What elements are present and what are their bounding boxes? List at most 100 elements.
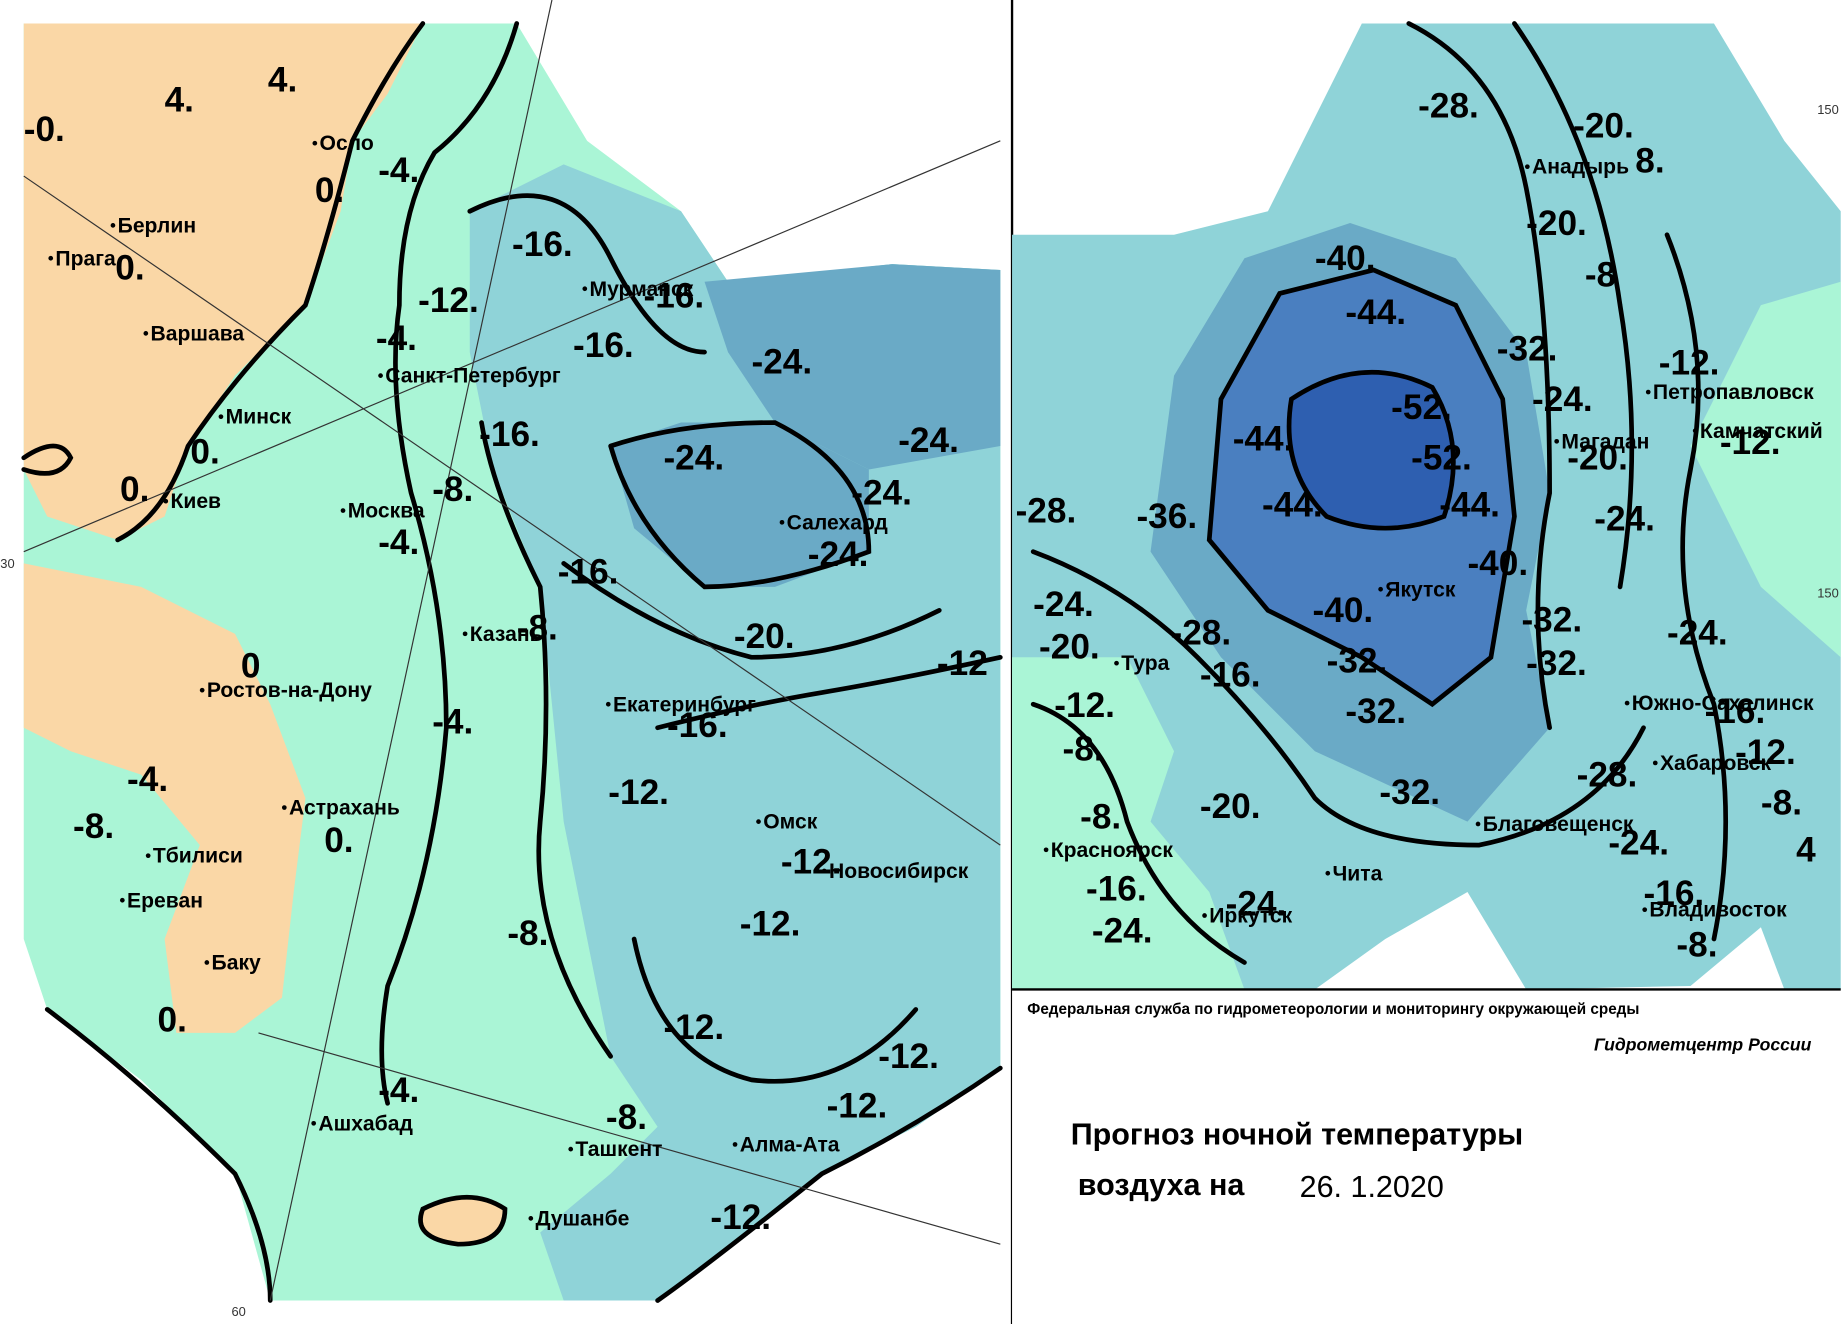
city-label: Минск (226, 406, 292, 429)
isotherm-label: -16. (1644, 874, 1705, 913)
isotherm-label: 0. (190, 433, 219, 472)
city-dot (1378, 586, 1383, 592)
isotherm-label: -8. (606, 1098, 647, 1137)
isotherm-label: 8. (1635, 142, 1664, 181)
city-dot (1475, 821, 1481, 827)
city-label: Камчатский (1700, 420, 1823, 443)
isotherm-label: -20. (734, 617, 795, 656)
city-label: Ташкент (575, 1138, 662, 1161)
isotherm-label: -52. (1391, 388, 1452, 427)
isotherm-label: -4. (378, 1071, 419, 1110)
city-dot (378, 373, 383, 378)
city-label: Омск (763, 811, 817, 834)
isotherm-label: -12 (937, 644, 988, 683)
isotherm-label: 4. (268, 61, 297, 100)
city-dot (582, 286, 588, 292)
isotherm-label: -12. (1720, 423, 1781, 462)
city-label: Благовещенск (1483, 813, 1634, 836)
isotherm-label: -12. (1054, 686, 1115, 725)
isotherm-label: -4. (432, 703, 473, 742)
city-dot (199, 687, 205, 693)
isotherm-label: -12. (827, 1086, 888, 1125)
city-dot (218, 414, 224, 420)
isotherm-label: -44. (1345, 293, 1406, 332)
city-label: Хабаровск (1660, 752, 1772, 775)
city-label: Красноярск (1051, 839, 1174, 862)
isotherm-label: -12. (418, 281, 479, 320)
isotherm-label: -24. (1667, 613, 1728, 652)
city-dot (48, 255, 54, 261)
city-dot (568, 1146, 574, 1152)
city-label: Мурманск (590, 278, 694, 301)
left-panel (21, 0, 1003, 1303)
isotherm-label: -0. (24, 110, 65, 149)
isotherm-label: -12. (1735, 733, 1796, 772)
isotherm-label: -32. (1379, 773, 1440, 812)
city-dot (821, 868, 827, 874)
city-dot (110, 223, 116, 228)
isotherm-label: -8. (1761, 784, 1802, 823)
city-label: Ереван (127, 889, 203, 912)
city-label: Прага (55, 247, 116, 270)
isotherm-label: -28. (1171, 613, 1232, 652)
city-label: Варшава (151, 322, 245, 345)
city-label: Якутск (1385, 578, 1456, 601)
isotherm-label: -44. (1262, 485, 1323, 524)
isotherm-label: 0. (115, 248, 144, 287)
city-dot (1114, 660, 1119, 666)
isotherm-label: -16. (667, 706, 728, 745)
isotherm-label: -44. (1233, 420, 1294, 459)
city-label: Новосибирск (829, 860, 969, 883)
isotherm-label: 4 (1796, 831, 1816, 870)
city-label: Москва (348, 500, 425, 523)
isotherm-label: -28. (1016, 491, 1077, 530)
isotherm-label: -16. (479, 415, 540, 454)
isotherm-label: -52. (1411, 439, 1472, 478)
isotherm-label: -40. (1467, 544, 1528, 583)
isotherm-label: 0. (324, 821, 353, 860)
isotherm-label: -12. (608, 773, 669, 812)
city-dot (1202, 913, 1207, 918)
isotherm-label: -4. (127, 760, 168, 799)
isotherm-label: -12. (710, 1198, 771, 1237)
isotherm-label: -8. (1676, 926, 1717, 965)
city-label: Екатеринбург (613, 693, 756, 716)
isotherm-label: -40. (1313, 591, 1374, 630)
city-dot (462, 631, 468, 637)
isotherm-label: -24. (1608, 823, 1669, 862)
isotherm-label: -12. (1659, 343, 1720, 382)
graticule-label: 150 (1817, 585, 1839, 600)
right-panel (1012, 21, 1841, 1324)
city-dot (312, 140, 318, 146)
isotherm-label: -20. (1567, 439, 1628, 478)
isotherm-label: -24. (1033, 585, 1094, 624)
center-name: Гидрометцентр России (1594, 1035, 1812, 1055)
isotherm-label: -24. (1092, 912, 1153, 951)
city-label: Казань (470, 623, 543, 646)
isotherm-label: -28. (1577, 755, 1638, 794)
city-dot (1652, 760, 1658, 766)
isotherm-label: -24. (751, 342, 812, 381)
isotherm-label: -16. (558, 552, 619, 591)
isotherm-label: -12. (878, 1037, 939, 1076)
city-dot (204, 960, 210, 965)
isotherm-label: -32. (1345, 692, 1406, 731)
city-label: Анадырь (1532, 156, 1629, 179)
isotherm-label: -12. (781, 842, 842, 881)
city-label: Баку (212, 952, 261, 975)
isotherm-label: 0. (120, 470, 149, 509)
city-label: Владивосток (1649, 899, 1787, 922)
isotherm-label: -8. (73, 807, 114, 846)
isotherm-label: -8 (1585, 255, 1616, 294)
isotherm-label: -8. (432, 470, 473, 509)
city-dot (340, 508, 346, 513)
isotherm-label: -8. (1063, 730, 1104, 769)
isotherm-label: -16. (1086, 869, 1147, 908)
isotherm-label: -4. (378, 523, 419, 562)
isotherm-label: 0. (315, 171, 344, 210)
isotherm-label: -16. (1705, 692, 1766, 731)
isotherm-label: -40. (1315, 239, 1376, 278)
city-label: Душанбе (536, 1207, 630, 1230)
isotherm-label: -16. (643, 277, 704, 316)
